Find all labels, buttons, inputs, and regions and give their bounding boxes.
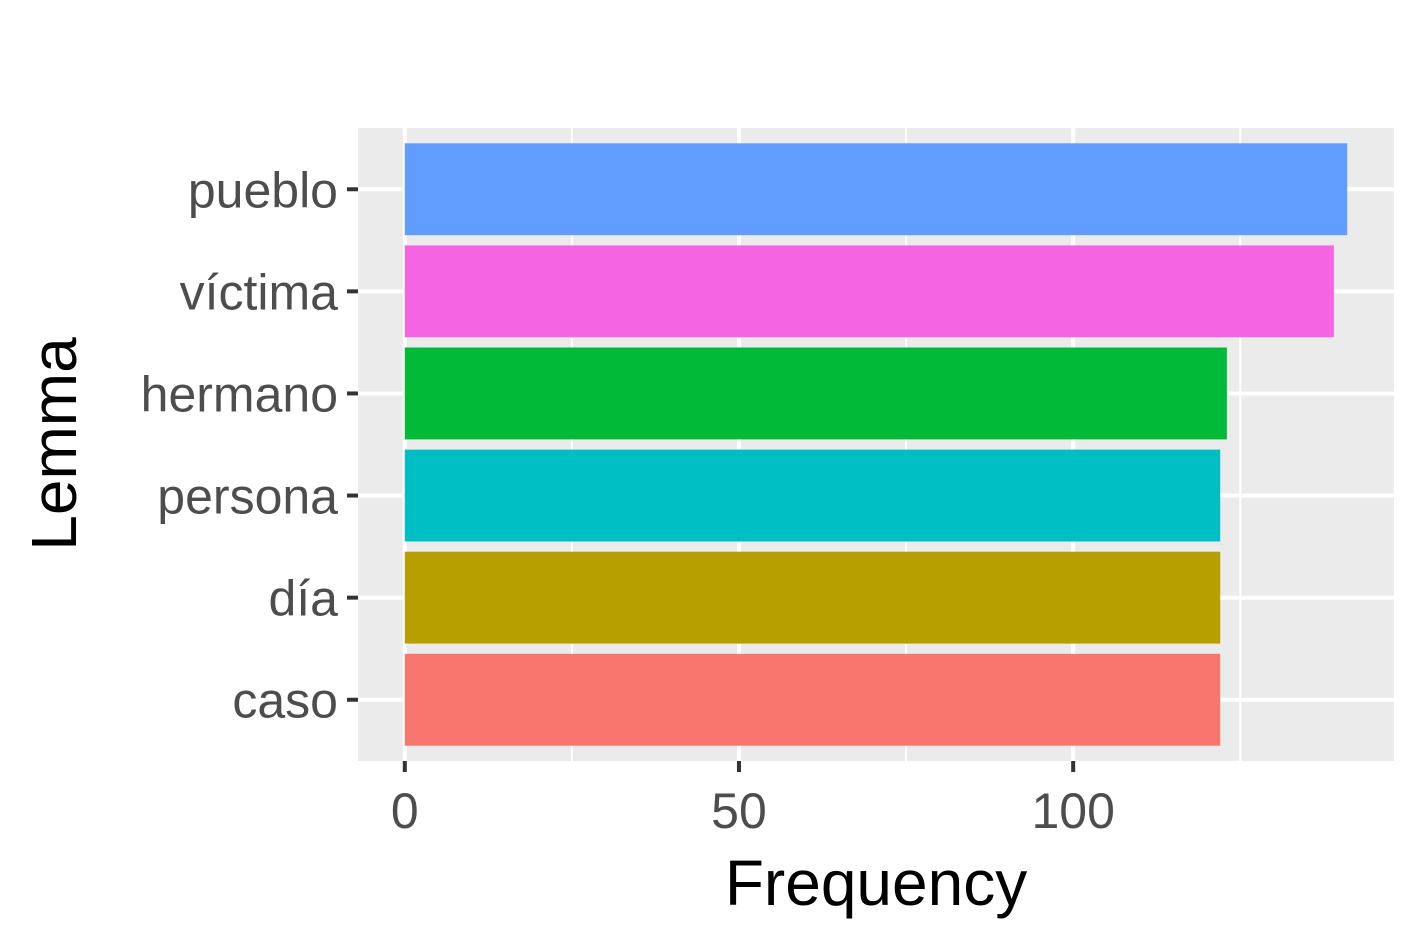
y-axis-title: Lemma — [18, 337, 90, 551]
y-axis: caso día persona hermano víctima pueblo — [141, 162, 358, 729]
bars — [404, 143, 1348, 746]
bar-persona — [404, 449, 1221, 542]
y-tick-label: persona — [157, 469, 338, 525]
y-tick-label: hermano — [141, 366, 338, 422]
x-tick-label: 100 — [1031, 783, 1114, 839]
y-tick-label: pueblo — [188, 162, 338, 218]
bar-víctima — [404, 245, 1334, 338]
bar-hermano — [404, 347, 1227, 440]
x-tick-label: 50 — [711, 783, 767, 839]
x-axis-title: Frequency — [725, 847, 1027, 919]
y-tick-label: víctima — [180, 264, 339, 320]
x-tick-label: 0 — [391, 783, 419, 839]
y-tick-label: día — [268, 571, 338, 627]
y-tick-label: caso — [232, 673, 338, 729]
bar-pueblo — [404, 143, 1348, 236]
bar-día — [404, 551, 1221, 644]
bar-caso — [404, 653, 1221, 746]
x-axis: 0 50 100 — [391, 761, 1115, 839]
